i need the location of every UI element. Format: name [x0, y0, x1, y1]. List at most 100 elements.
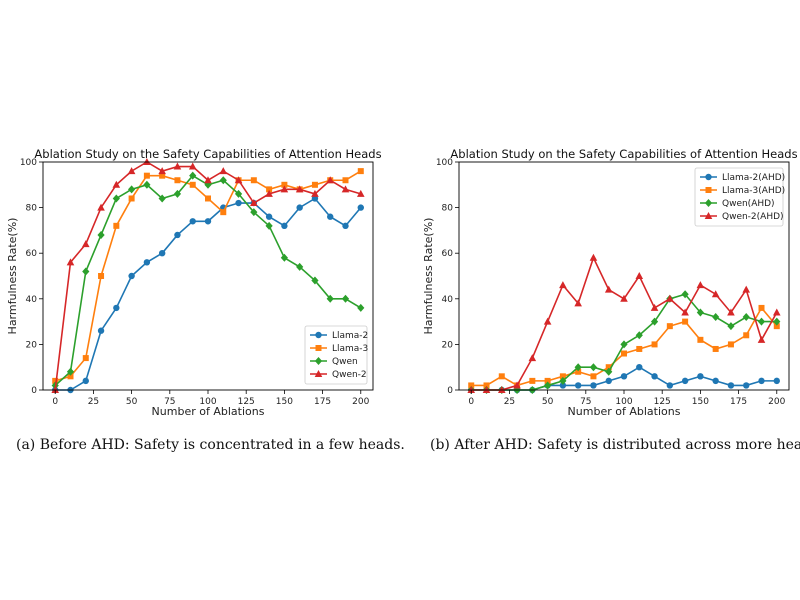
data-point [205, 195, 211, 202]
x-tick-label: 125 [654, 397, 671, 407]
data-point [356, 189, 365, 197]
data-point [666, 323, 673, 330]
data-point [342, 222, 349, 230]
y-tick-label: 40 [442, 295, 454, 305]
legend-marker [704, 199, 713, 207]
x-tick-label: 100 [615, 397, 632, 407]
data-point [772, 308, 781, 316]
data-point [128, 272, 135, 280]
data-point [82, 377, 89, 385]
data-point [589, 363, 598, 372]
data-point [250, 199, 258, 207]
data-point [128, 195, 135, 202]
data-point [143, 259, 151, 266]
x-axis-label: Number of Ablations [568, 405, 681, 418]
data-point [174, 177, 181, 184]
x-tick-label: 125 [238, 397, 255, 407]
data-point [559, 382, 567, 389]
y-tick-label: 60 [442, 249, 454, 259]
data-point [143, 172, 150, 179]
data-point [651, 373, 658, 380]
data-point [712, 313, 720, 322]
data-point [773, 323, 780, 330]
data-point [66, 258, 75, 266]
data-point [219, 176, 227, 185]
legend-box [694, 167, 784, 227]
data-point [559, 376, 567, 385]
data-point [311, 276, 319, 285]
legend-box [304, 325, 368, 385]
legend-marker [315, 331, 322, 339]
data-point [529, 377, 536, 384]
y-tick-label: 60 [26, 249, 38, 259]
x-tick-label: 25 [504, 397, 515, 407]
data-point [341, 185, 350, 193]
chart-title: Ablation Study on the Safety Capabilitie… [450, 147, 797, 161]
data-point [266, 186, 273, 193]
data-point [650, 303, 659, 311]
data-point [590, 382, 597, 389]
data-point [98, 273, 105, 279]
data-point [574, 299, 582, 307]
caption-b: (b) After AHD: Safety is distributed acr… [430, 437, 800, 453]
data-point [158, 167, 166, 175]
data-point [758, 377, 765, 385]
data-point [635, 331, 643, 340]
data-point [173, 189, 182, 198]
data-point [357, 168, 364, 175]
data-point [51, 386, 60, 393]
data-point [357, 204, 364, 211]
x-tick-label: 50 [126, 397, 138, 407]
data-point [543, 317, 552, 325]
data-point [773, 377, 780, 385]
data-point [189, 218, 196, 225]
data-point [651, 341, 658, 348]
data-point [650, 317, 659, 326]
data-point [712, 377, 719, 385]
data-point [697, 336, 704, 343]
data-point [743, 382, 750, 389]
data-point [621, 350, 627, 357]
y-tick-label: 80 [26, 204, 38, 214]
data-point [67, 373, 74, 380]
data-point [311, 181, 318, 188]
data-point [82, 355, 89, 362]
x-axis-label: Number of Ablations [152, 405, 265, 418]
data-point [188, 162, 197, 170]
data-point [66, 367, 75, 376]
data-point [575, 368, 582, 375]
data-point [204, 176, 212, 184]
data-point [250, 177, 257, 184]
x-tick-label: 0 [468, 397, 474, 407]
data-point [357, 303, 365, 312]
data-point [743, 332, 750, 339]
data-point [590, 373, 597, 380]
data-point [281, 222, 288, 230]
legend: Llama-2 Llama-3 Qwen Qwen-2 [304, 325, 368, 385]
data-point [128, 185, 136, 194]
legend-marker [314, 357, 323, 365]
data-point [113, 222, 120, 229]
data-point [158, 250, 166, 257]
data-point [574, 363, 582, 372]
data-point [727, 382, 735, 389]
y-tick-label: 40 [26, 295, 38, 305]
data-point [158, 194, 166, 203]
data-point [498, 373, 505, 380]
y-tick-label: 0 [31, 386, 37, 396]
data-point [52, 377, 59, 384]
data-point [757, 317, 766, 326]
data-point [280, 253, 288, 262]
data-point [544, 381, 552, 390]
legend-entry: Qwen-2 [332, 370, 367, 380]
data-point [311, 189, 319, 197]
x-tick-label: 25 [88, 397, 99, 407]
chart-1: Ablation Study on the Safety Capabilitie… [6, 147, 382, 418]
x-tick-label: 75 [580, 397, 591, 407]
legend-entry: Llama-3 [332, 344, 368, 354]
data-point [711, 290, 720, 298]
legend-marker [314, 370, 323, 377]
data-point [220, 209, 227, 216]
data-point [265, 189, 273, 197]
